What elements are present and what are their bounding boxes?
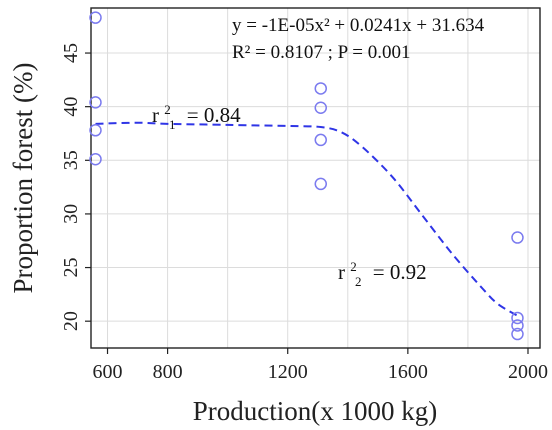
fitted-curve-layer — [95, 121, 518, 317]
data-point — [511, 311, 524, 325]
x-axis-label: Production(x 1000 kg) — [193, 396, 437, 426]
y-tick-label: 45 — [60, 43, 82, 63]
r2-superscript: 2 — [350, 259, 357, 274]
r2-base: r — [338, 260, 345, 284]
data-point — [314, 133, 328, 147]
r2-subscript: 2 — [355, 274, 362, 289]
data-point — [89, 11, 102, 24]
x-tick-label: 800 — [153, 361, 183, 383]
y-tick-label: 20 — [60, 311, 82, 331]
x-tick-label: 600 — [93, 361, 123, 383]
stats-annotation: R² = 0.8107 ; P = 0.001 — [232, 42, 410, 63]
y-axis-label: Proportion forest (%) — [8, 63, 38, 294]
y-tick-label: 40 — [60, 97, 82, 117]
r2-value: = 0.92 — [373, 260, 427, 284]
data-point — [314, 177, 328, 191]
y-tick-label: 35 — [60, 150, 82, 170]
fitted-curve — [95, 121, 518, 317]
x-tick-label: 1600 — [388, 361, 428, 383]
r2-annotation: r 2 2 = 0.92 — [338, 252, 427, 291]
r1-superscript: 2 — [164, 102, 171, 117]
r1-subscript: 1 — [169, 117, 176, 132]
data-point — [511, 319, 524, 332]
data-point — [314, 82, 328, 95]
data-points-layer — [89, 11, 524, 341]
data-point — [89, 152, 102, 166]
data-point — [314, 101, 328, 114]
data-point — [511, 327, 524, 341]
data-point — [89, 124, 102, 137]
y-tick-label: 30 — [60, 204, 82, 224]
equation-annotation: y = -1E-05x² + 0.0241x + 31.634 — [232, 15, 485, 36]
x-axis-ticks: 600 800 1200 1600 2000 — [93, 348, 548, 383]
r1-value: = 0.84 — [187, 103, 241, 127]
r1-annotation: r 2 1 = 0.84 — [152, 95, 241, 134]
x-tick-label: 1200 — [268, 361, 308, 383]
data-point — [89, 96, 102, 109]
y-tick-label: 25 — [60, 258, 82, 278]
r1-base: r — [152, 103, 159, 127]
y-axis-ticks: 20 25 30 35 40 45 — [60, 43, 91, 331]
grid-lines — [91, 8, 540, 348]
x-tick-label: 2000 — [508, 361, 548, 383]
data-point — [511, 231, 524, 244]
plot-frame — [90, 7, 541, 349]
